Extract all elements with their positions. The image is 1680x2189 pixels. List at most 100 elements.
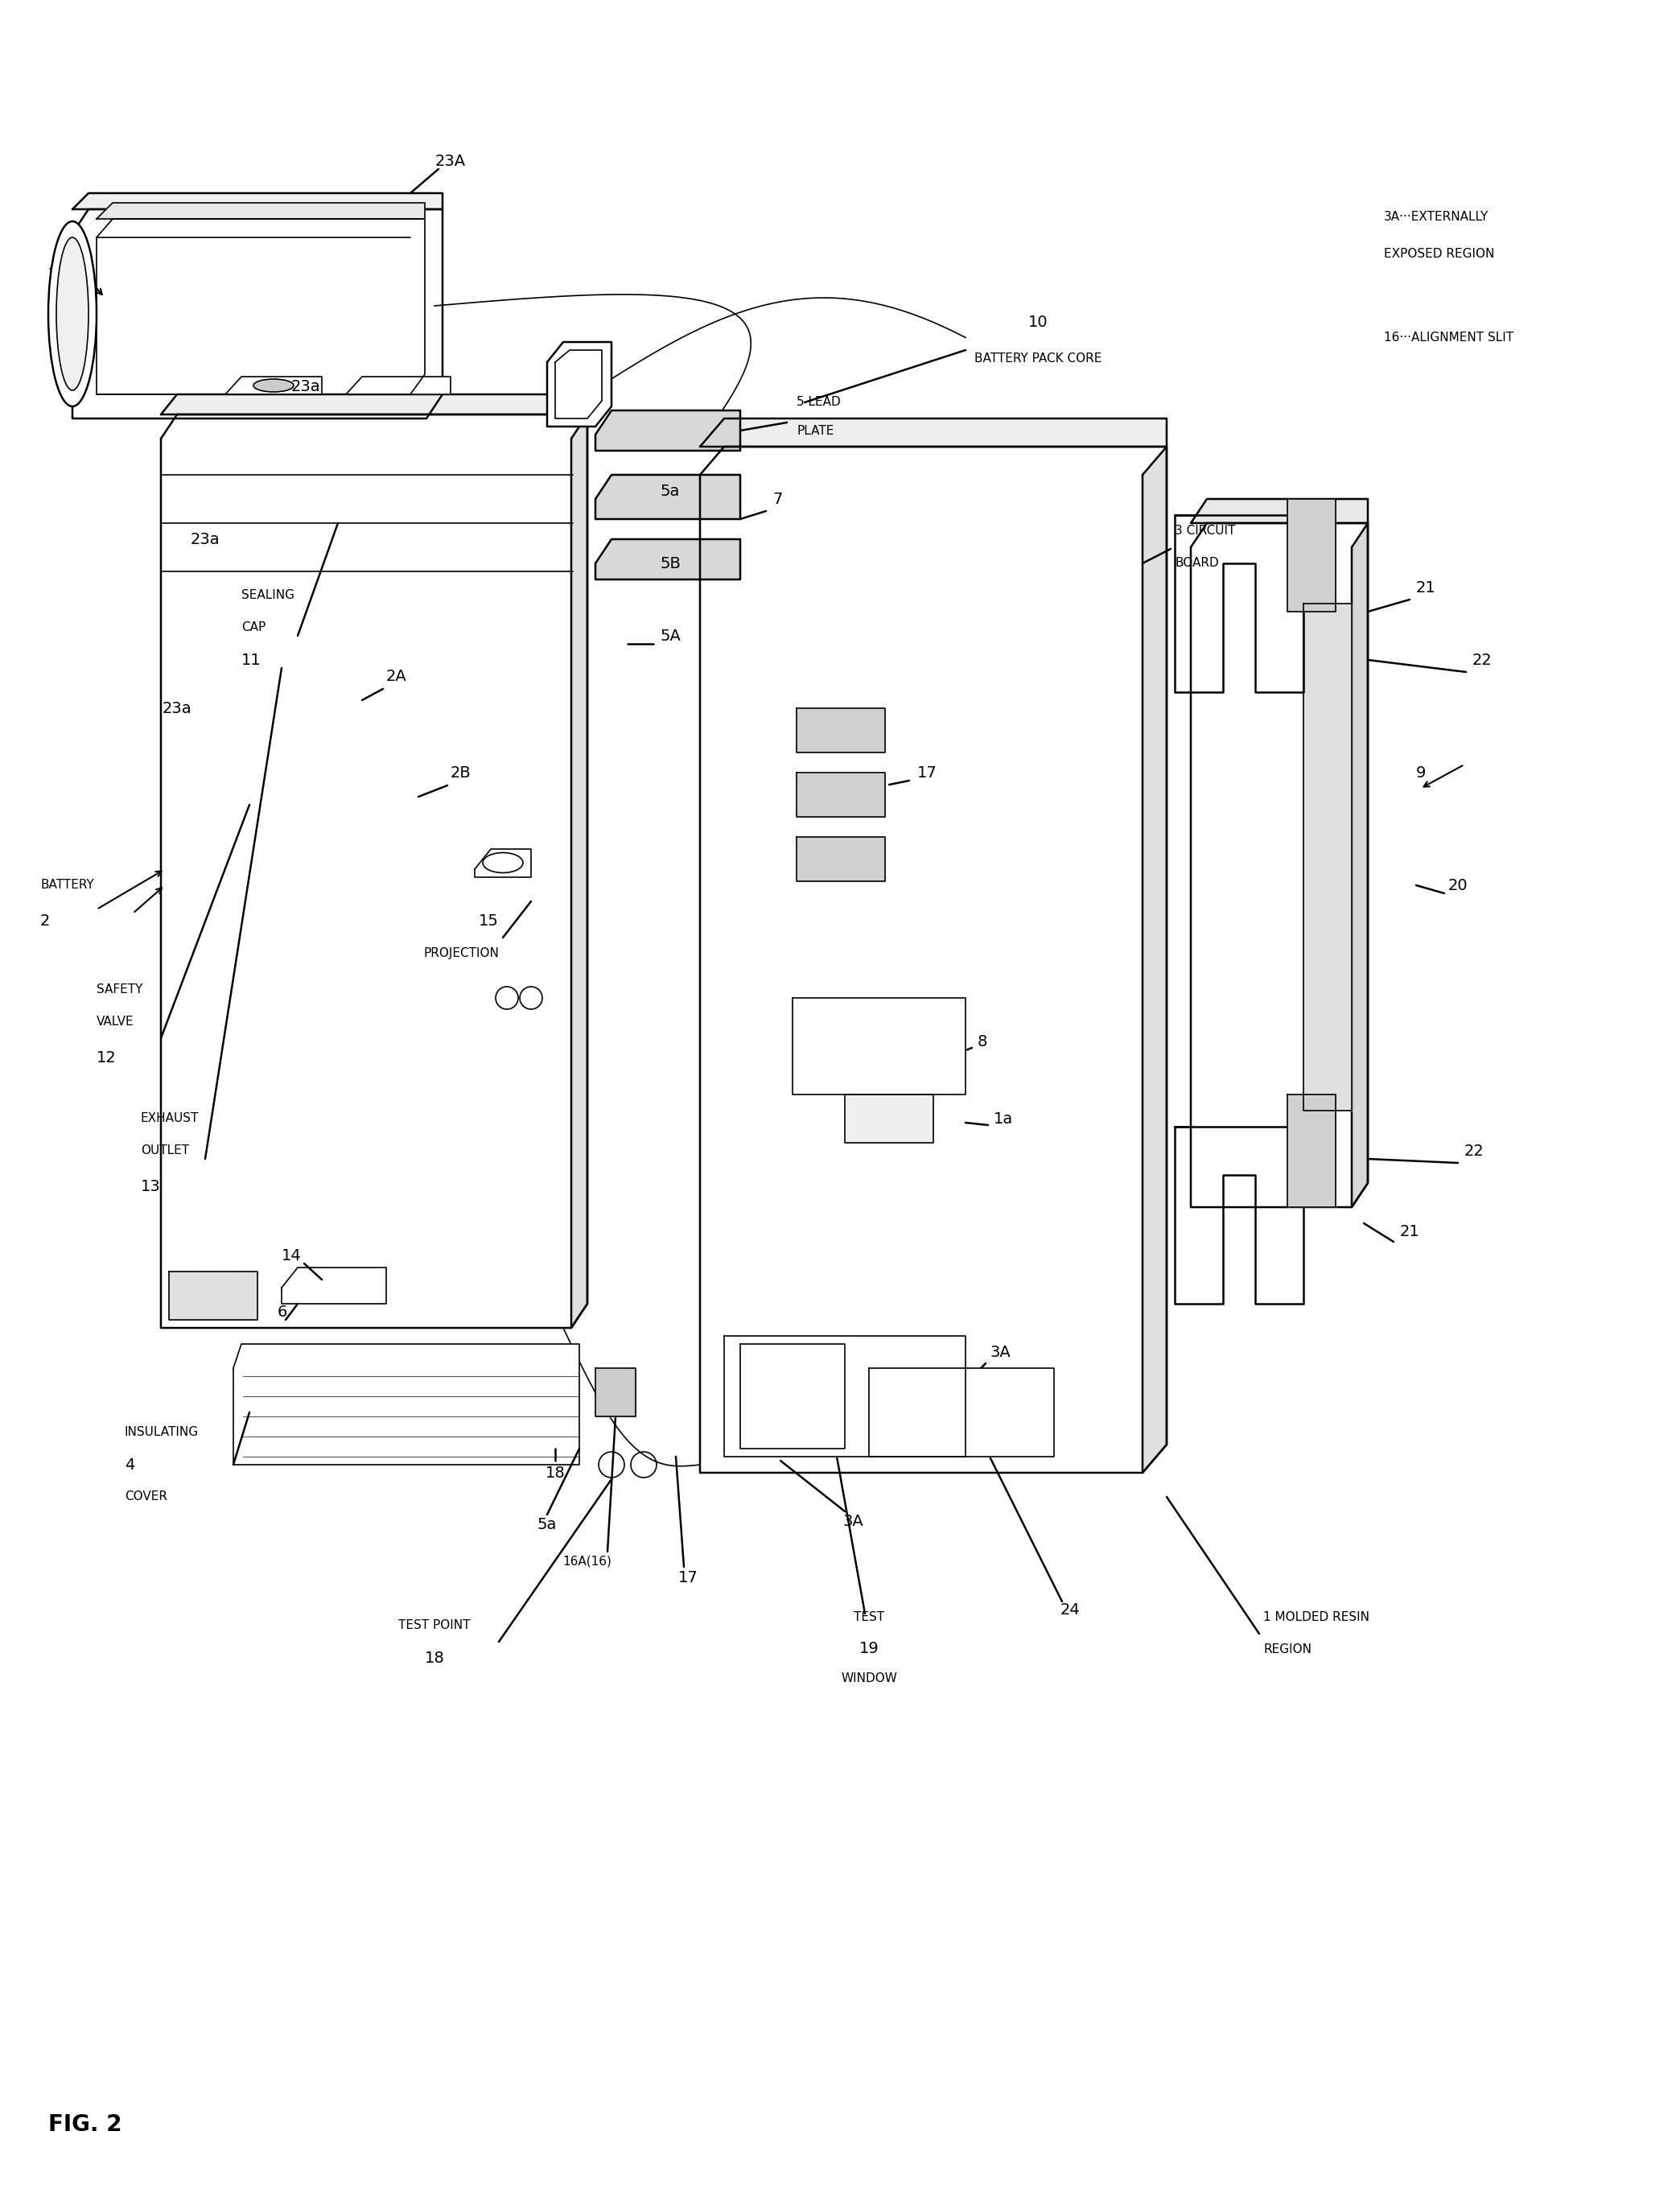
Text: 23: 23 (49, 267, 69, 280)
Text: BATTERY: BATTERY (40, 880, 94, 891)
Text: 3A: 3A (842, 1513, 864, 1528)
Text: FIG. 2: FIG. 2 (49, 2112, 123, 2136)
Text: 15: 15 (479, 913, 499, 928)
Polygon shape (595, 412, 741, 451)
Polygon shape (234, 1344, 580, 1464)
Polygon shape (72, 210, 442, 418)
Text: 1a: 1a (993, 1112, 1013, 1127)
Polygon shape (701, 447, 1166, 1473)
Ellipse shape (49, 221, 96, 407)
Text: 8: 8 (978, 1035, 988, 1051)
Text: 20: 20 (1448, 878, 1468, 893)
Polygon shape (161, 414, 588, 1329)
Polygon shape (1191, 523, 1368, 1206)
Text: SAFETY: SAFETY (96, 983, 143, 996)
Text: BOARD: BOARD (1174, 558, 1218, 569)
Text: OUTLET: OUTLET (141, 1145, 190, 1156)
Text: 18: 18 (425, 1651, 445, 1666)
Polygon shape (845, 1094, 934, 1143)
Text: 17: 17 (917, 764, 937, 779)
Text: 5A: 5A (660, 628, 680, 644)
Text: EXHAUST: EXHAUST (141, 1112, 198, 1125)
Text: PROJECTION: PROJECTION (423, 948, 499, 959)
Polygon shape (170, 1272, 257, 1320)
Polygon shape (741, 1344, 845, 1449)
Polygon shape (225, 377, 323, 394)
Polygon shape (1142, 447, 1166, 1473)
Text: 1 MOLDED RESIN: 1 MOLDED RESIN (1263, 1611, 1369, 1624)
Text: 6: 6 (277, 1305, 287, 1320)
Text: TEST POINT: TEST POINT (398, 1620, 470, 1631)
Polygon shape (475, 849, 531, 878)
Text: 17: 17 (679, 1570, 697, 1585)
Text: SEALING: SEALING (242, 589, 294, 602)
Text: TEST: TEST (853, 1611, 884, 1624)
Text: 5a: 5a (538, 1517, 558, 1532)
Text: 21: 21 (1399, 1224, 1420, 1239)
Text: 3 CIRCUIT: 3 CIRCUIT (1174, 525, 1235, 536)
Text: 12: 12 (96, 1051, 116, 1066)
Text: 19: 19 (858, 1640, 879, 1655)
Text: INSULATING: INSULATING (124, 1427, 198, 1438)
Polygon shape (1352, 523, 1368, 1206)
Polygon shape (793, 998, 966, 1094)
Text: 22: 22 (1465, 1143, 1485, 1158)
Text: CAP: CAP (242, 622, 265, 635)
Polygon shape (1287, 1094, 1336, 1206)
Text: BATTERY PACK CORE: BATTERY PACK CORE (974, 352, 1102, 363)
Text: 5B: 5B (660, 556, 680, 571)
Polygon shape (346, 377, 450, 394)
Text: 21: 21 (1416, 580, 1436, 595)
Text: 23a: 23a (190, 532, 220, 547)
Text: 14: 14 (282, 1248, 301, 1263)
Text: 23a: 23a (163, 700, 192, 716)
Polygon shape (796, 773, 885, 816)
Polygon shape (724, 1335, 966, 1456)
Text: 5a: 5a (660, 484, 679, 499)
Text: 5 LEAD: 5 LEAD (796, 396, 840, 409)
Text: 3A···EXTERNALLY: 3A···EXTERNALLY (1384, 212, 1488, 223)
Text: 16A(16): 16A(16) (563, 1554, 612, 1567)
Text: 23a: 23a (291, 379, 321, 394)
Text: 2A: 2A (386, 668, 407, 683)
Polygon shape (72, 193, 442, 210)
Text: 9: 9 (1416, 764, 1426, 779)
Polygon shape (161, 394, 588, 414)
Polygon shape (548, 341, 612, 427)
Text: WINDOW: WINDOW (842, 1672, 897, 1686)
Ellipse shape (254, 379, 294, 392)
Text: 2B: 2B (450, 764, 472, 779)
Text: 3A: 3A (990, 1344, 1010, 1359)
Text: EXPOSED REGION: EXPOSED REGION (1384, 247, 1495, 260)
Text: 13: 13 (141, 1180, 161, 1195)
Text: 2: 2 (40, 913, 50, 928)
Polygon shape (796, 709, 885, 753)
Text: REGION: REGION (1263, 1644, 1312, 1655)
Text: 18: 18 (546, 1464, 564, 1480)
Text: COVER: COVER (124, 1491, 168, 1504)
Polygon shape (96, 204, 425, 219)
Text: 4: 4 (124, 1458, 134, 1473)
Polygon shape (1304, 604, 1352, 1110)
Text: PLATE: PLATE (796, 425, 833, 436)
Text: 7: 7 (773, 490, 783, 506)
Polygon shape (1287, 499, 1336, 611)
Text: 24: 24 (1060, 1602, 1080, 1618)
Text: 10: 10 (1028, 315, 1048, 331)
Text: 16···ALIGNMENT SLIT: 16···ALIGNMENT SLIT (1384, 333, 1514, 344)
Polygon shape (595, 1368, 635, 1416)
Text: 23A: 23A (435, 153, 465, 169)
Polygon shape (595, 538, 741, 580)
Polygon shape (701, 418, 1166, 447)
Polygon shape (282, 1267, 386, 1305)
Text: VALVE: VALVE (96, 1016, 134, 1029)
Polygon shape (571, 414, 588, 1329)
Polygon shape (1191, 499, 1368, 523)
Polygon shape (595, 475, 741, 519)
Polygon shape (796, 836, 885, 882)
Polygon shape (869, 1368, 1053, 1456)
Polygon shape (96, 219, 425, 394)
Text: 11: 11 (242, 652, 262, 668)
Ellipse shape (57, 236, 89, 390)
Text: 22: 22 (1472, 652, 1492, 668)
